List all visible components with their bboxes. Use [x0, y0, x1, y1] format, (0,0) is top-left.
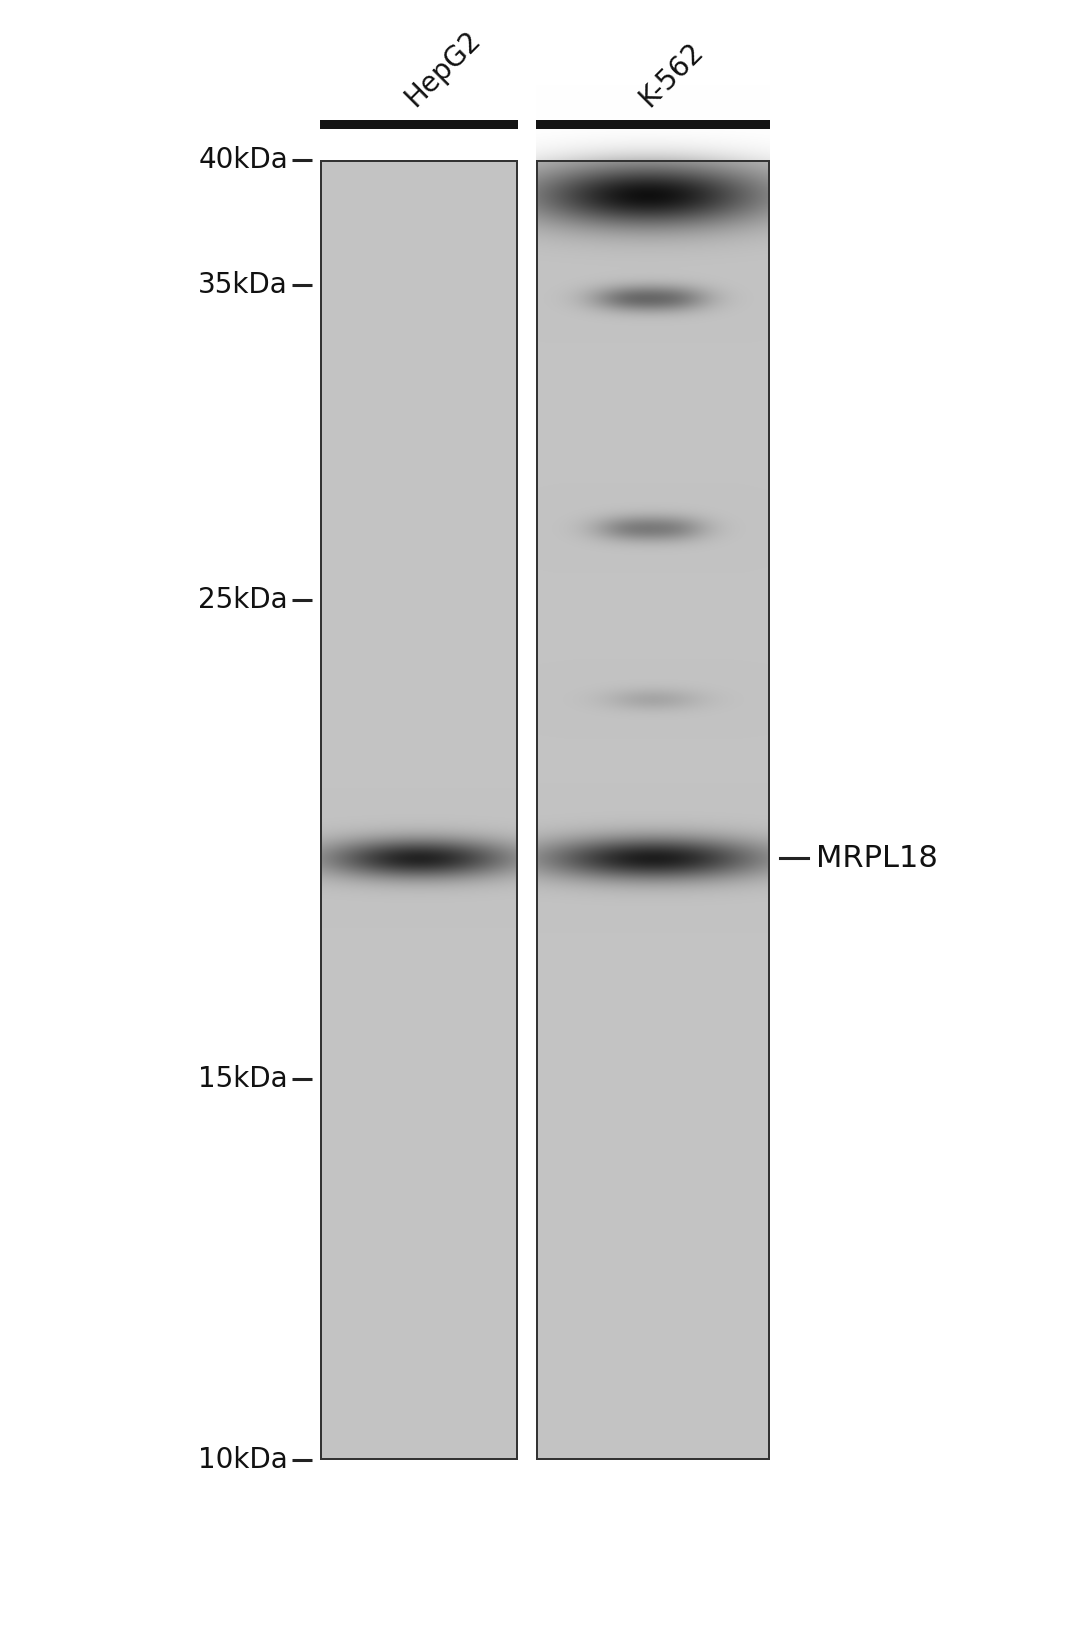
Text: K-562: K-562 [633, 36, 708, 112]
Text: 40kDa: 40kDa [199, 146, 288, 174]
Text: 15kDa: 15kDa [199, 1065, 288, 1093]
Text: 35kDa: 35kDa [199, 272, 288, 300]
Text: 10kDa: 10kDa [199, 1445, 288, 1475]
Text: MRPL18: MRPL18 [816, 843, 937, 872]
Text: HepG2: HepG2 [400, 25, 486, 112]
Text: 25kDa: 25kDa [199, 586, 288, 614]
